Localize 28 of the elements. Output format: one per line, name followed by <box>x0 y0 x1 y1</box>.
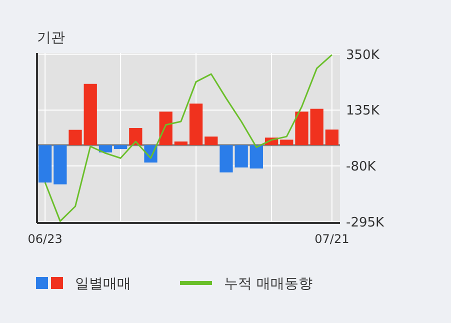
bar <box>38 145 52 183</box>
legend-label: 일별매매 <box>75 276 131 292</box>
bar <box>129 128 142 146</box>
x-tick-label: 06/23 <box>28 232 62 246</box>
bar <box>280 140 294 146</box>
line-series <box>44 54 333 222</box>
bar <box>310 108 324 146</box>
bar <box>98 145 112 152</box>
y-tick-label: -295K <box>346 215 385 230</box>
chart-title: 기관 <box>37 30 65 46</box>
y-tick-label: 135K <box>346 104 380 119</box>
bar <box>295 112 308 146</box>
bar <box>159 112 172 146</box>
bar <box>174 142 188 146</box>
bar <box>220 145 233 172</box>
bar <box>189 104 203 146</box>
bar <box>54 145 67 184</box>
y-tick-label: 350K <box>346 48 380 63</box>
bar <box>234 145 248 168</box>
bar <box>325 130 338 146</box>
x-tick-label: 07/21 <box>314 232 350 246</box>
bar <box>204 136 218 146</box>
y-tick-label: -80K <box>346 159 376 174</box>
bar <box>250 145 264 168</box>
bar <box>114 145 128 150</box>
bar <box>84 84 97 146</box>
legend-label: 누적 매매동향 <box>224 276 312 292</box>
bar <box>68 130 82 146</box>
